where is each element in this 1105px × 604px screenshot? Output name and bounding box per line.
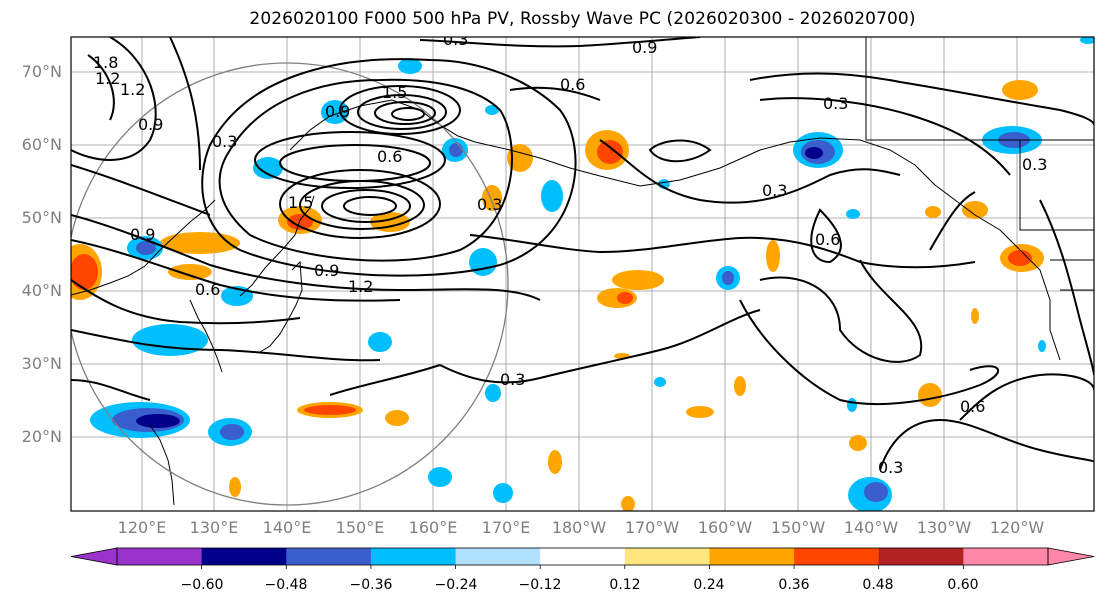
colorbar-swatch [286, 548, 372, 565]
contour-label: 0.6 [960, 397, 985, 416]
colorbar-tick-label: 0.24 [693, 577, 725, 593]
colorbar-tick-label: −0.24 [434, 577, 478, 593]
coastlines [71, 37, 1094, 506]
contour-label: 1.5 [382, 83, 407, 102]
colorbar-swatch [794, 548, 880, 565]
contour-label: 0.6 [815, 230, 840, 249]
colorbar-swatch [201, 548, 287, 565]
colorbar-swatch [878, 548, 964, 565]
contour-label: 0.9 [314, 261, 339, 280]
lon-label: 120°E [117, 518, 167, 537]
colorbar-tick-label: 0.60 [947, 577, 979, 593]
colorbar-frame [116, 547, 1049, 566]
contour-label: 1.2 [120, 80, 145, 99]
colorbar-extend-high [1047, 547, 1095, 566]
lon-label: 160°W [697, 518, 753, 537]
contour-label: 0.3 [878, 458, 903, 477]
lon-label: 150°E [335, 518, 385, 537]
colorbar-tick-label: −0.60 [180, 577, 224, 593]
contour-label: 0.3 [477, 195, 502, 214]
contour-label: 0.6 [560, 75, 585, 94]
contour-label: 0.9 [138, 115, 163, 134]
colorbar-tick-label: −0.36 [349, 577, 393, 593]
contour-label: 0.3 [443, 30, 468, 49]
lon-label: 140°W [843, 518, 899, 537]
colorbar-swatch [709, 548, 795, 565]
contour-label: 0.9 [632, 38, 657, 57]
lon-label: 170°W [624, 518, 680, 537]
colorbar-tick-label: 0.12 [609, 577, 641, 593]
contour-label: 1.5 [288, 193, 313, 212]
colorbar-tick-label: −0.12 [518, 577, 562, 593]
lat-label: 50°N [21, 208, 62, 227]
lon-label: 130°W [916, 518, 972, 537]
colorbar-swatch [455, 548, 541, 565]
colorbar-swatch [370, 548, 457, 565]
colorbar-swatch [117, 548, 203, 565]
contour-label: 0.3 [500, 370, 525, 389]
lon-label: 140°E [262, 518, 312, 537]
contour-label: 0.3 [823, 94, 848, 113]
lat-label: 40°N [21, 281, 62, 300]
colorbar-swatch [624, 548, 710, 565]
colorbar-swatch [540, 548, 626, 565]
colorbar-tick-label: 0.48 [862, 577, 894, 593]
contour-label: 1.2 [348, 277, 373, 296]
lon-label: 160°E [408, 518, 458, 537]
lon-label: 170°E [481, 518, 531, 537]
contour-label: 0.9 [325, 102, 350, 121]
range-circle [71, 62, 509, 506]
colorbar-swatch [963, 548, 1049, 565]
contour-label: 1.8 [93, 53, 118, 72]
contour-label: 0.3 [1022, 155, 1047, 174]
contour-label: 0.3 [212, 132, 237, 151]
colorbar-tick-label: −0.48 [264, 577, 308, 593]
lon-label: 150°W [770, 518, 826, 537]
lat-label: 60°N [21, 135, 62, 154]
map-border [70, 36, 1095, 512]
pv-contours [71, 37, 1094, 471]
contour-label: 0.9 [130, 225, 155, 244]
map-title: 2026020100 F000 500 hPa PV, Rossby Wave … [249, 9, 916, 29]
lat-label: 30°N [21, 354, 62, 373]
lon-label: 130°E [189, 518, 239, 537]
lon-label: 180°W [551, 518, 607, 537]
lat-label: 70°N [21, 62, 62, 81]
colorbar [70, 547, 1095, 569]
lat-label: 20°N [21, 427, 62, 446]
contour-label: 0.3 [762, 181, 787, 200]
contour-label: 0.6 [377, 147, 402, 166]
colorbar-extend-low [70, 547, 118, 566]
lon-label: 120°W [989, 518, 1045, 537]
colorbar-tick-label: 0.36 [778, 577, 810, 593]
contour-label: 1.2 [95, 69, 120, 88]
contour-labels: 0.3 0.9 1.5 1.2 0.6 0.9 1.5 0.3 0.6 0.3 … [93, 30, 1047, 477]
contour-label: 0.6 [195, 280, 220, 299]
